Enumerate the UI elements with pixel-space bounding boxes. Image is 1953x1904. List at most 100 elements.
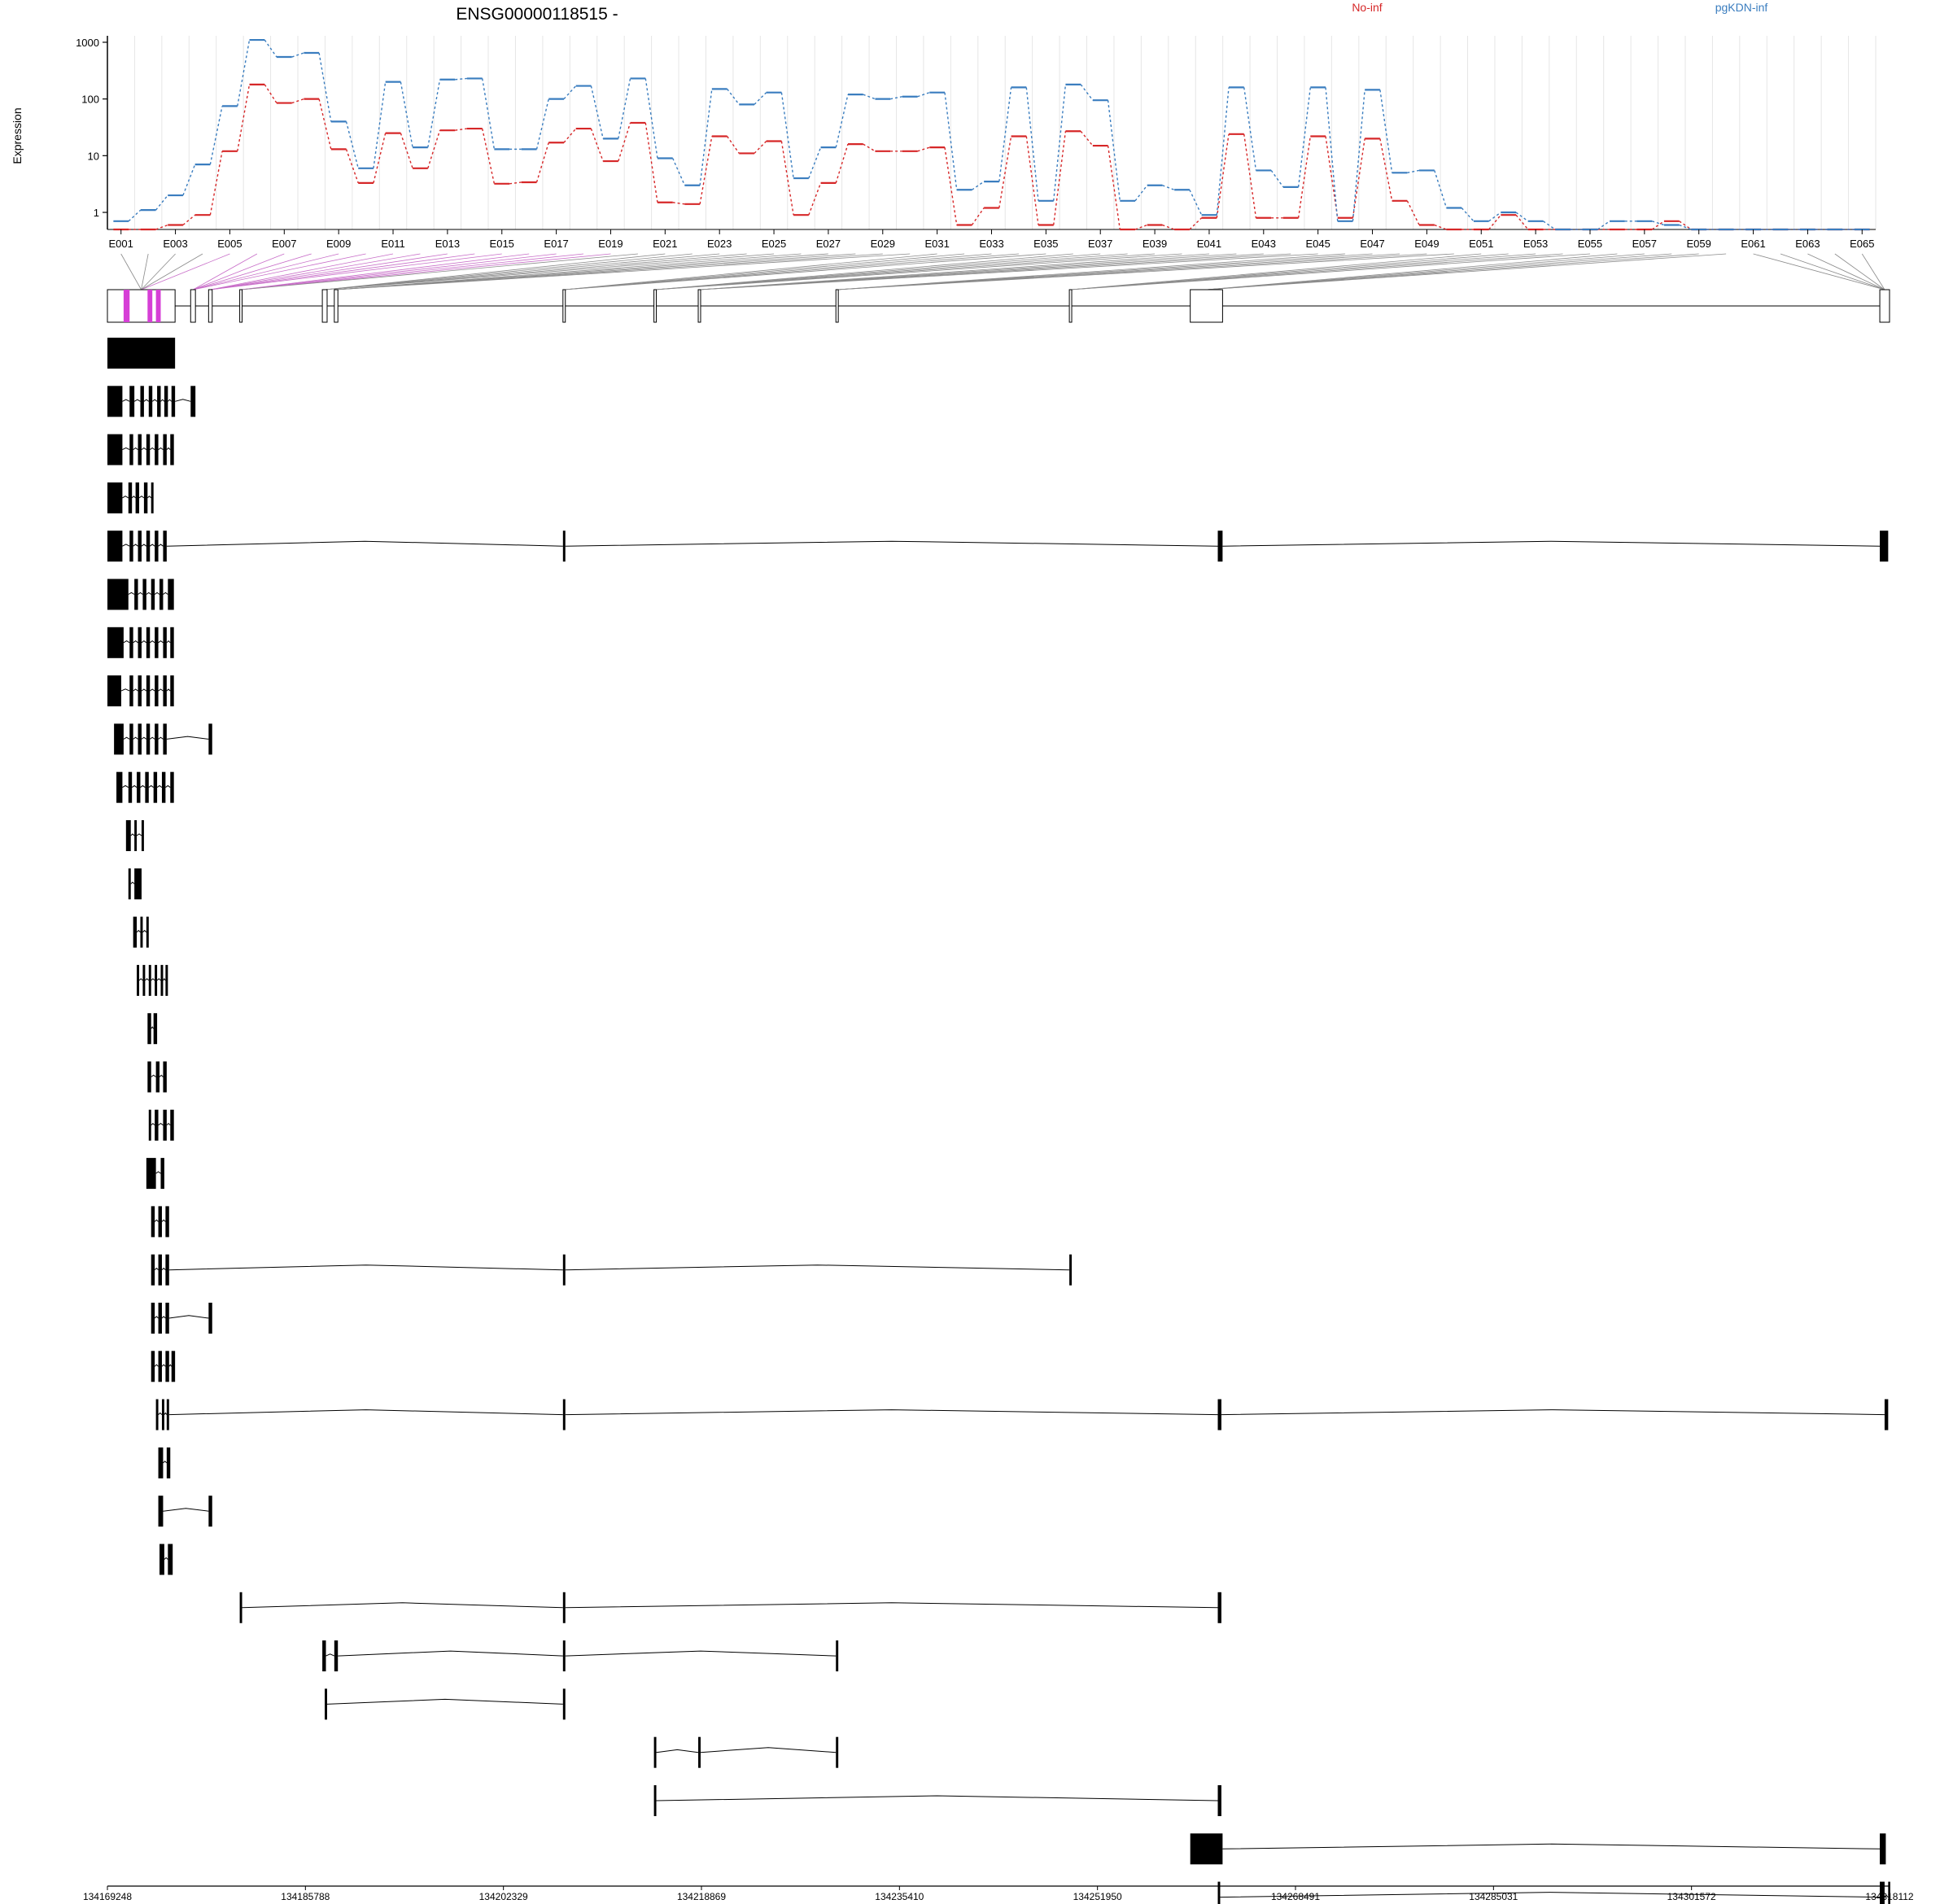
exon-connector — [837, 253, 1454, 290]
transcript-intron — [163, 1461, 168, 1464]
transcript-exon — [158, 1206, 162, 1238]
transcript-exon — [562, 1688, 566, 1720]
transcript-exon — [133, 916, 138, 948]
transcript-exon — [1880, 531, 1889, 562]
transcript-row — [107, 531, 1889, 562]
series-connector — [1679, 224, 1692, 230]
transcript-exon — [190, 386, 196, 417]
exon-connector — [1070, 253, 1482, 290]
exon-tick-label: E003 — [163, 238, 187, 250]
transcript-intron — [156, 978, 161, 981]
series-pgKDN-inf — [113, 38, 1870, 231]
series-connector — [400, 81, 413, 148]
transcript-exon — [151, 1303, 155, 1334]
exon-tick-label: E013 — [435, 238, 460, 250]
transcript-intron — [148, 784, 154, 788]
transcript-exon — [129, 386, 135, 417]
transcript-exon — [208, 1496, 212, 1527]
transcript-row — [133, 916, 149, 948]
exon-connector — [1206, 253, 1672, 290]
transcript-exon — [165, 1206, 169, 1238]
transcript-intron — [168, 1315, 209, 1319]
transcript-exon — [155, 1109, 159, 1141]
exon-connector — [564, 253, 965, 290]
transcript-exon — [239, 1592, 242, 1623]
gene-exon — [653, 289, 658, 323]
transcript-intron — [130, 833, 135, 836]
transcript-row — [107, 338, 176, 369]
transcript-intron — [166, 1122, 171, 1126]
series-connector — [835, 143, 849, 184]
transcript-exon — [562, 1640, 566, 1672]
exon-tick-label: E005 — [217, 238, 242, 250]
series-connector — [318, 52, 332, 122]
transcript-row — [1190, 1833, 1886, 1865]
gene-exon — [1068, 289, 1073, 323]
transcript-exon — [142, 964, 146, 996]
y-axis-title: Expression — [11, 107, 24, 164]
exon-connector — [210, 253, 448, 290]
transcript-intron — [128, 592, 135, 595]
genomic-axis: 134169248 134185788 134202329 134218869 1342… — [83, 1885, 1914, 1902]
genomic-tick-label: 134218869 — [677, 1891, 726, 1902]
transcript-row — [116, 771, 174, 803]
transcript-intron — [166, 447, 171, 450]
series-connector — [1107, 145, 1121, 230]
transcript-exon — [146, 675, 151, 707]
transcript-intron — [159, 1074, 164, 1077]
transcript-row — [107, 627, 174, 658]
exon-tick-label: E001 — [109, 238, 133, 250]
transcript-intron — [122, 544, 130, 547]
genomic-tick-label: 134268491 — [1271, 1891, 1320, 1902]
series-connector — [1679, 221, 1692, 230]
series-connector — [155, 194, 168, 211]
exon-tick-label: E059 — [1687, 238, 1711, 250]
transcript-intron — [151, 399, 158, 402]
series-connector — [1025, 87, 1039, 201]
exon-connector — [655, 253, 1182, 290]
series-connector — [1597, 221, 1610, 230]
series-connector — [400, 133, 413, 169]
series-connector — [1488, 214, 1501, 230]
exon-connector — [193, 253, 312, 290]
genomic-tick-label: 134169248 — [83, 1891, 132, 1902]
exon-connector — [699, 253, 1318, 290]
genomic-tick-label: 134202329 — [479, 1891, 528, 1902]
series-connector — [1434, 224, 1447, 230]
exon-connector — [210, 253, 475, 290]
transcript-exon — [129, 627, 133, 658]
series-connector — [535, 142, 549, 183]
transcript-intron — [161, 1267, 166, 1271]
transcript-exon — [166, 1399, 169, 1430]
transcript-exon — [146, 916, 149, 948]
transcript-intron — [141, 640, 147, 644]
transcript-intron — [133, 399, 141, 402]
exon-connector — [193, 253, 339, 290]
transcript-intron — [130, 881, 135, 884]
exon-connector — [1206, 253, 1618, 290]
transcript-intron — [133, 544, 138, 547]
transcript-exon — [151, 579, 155, 610]
transcript-intron — [166, 540, 563, 547]
exon-connector — [564, 253, 1046, 290]
series-connector — [1297, 136, 1312, 218]
transcript-exon — [142, 579, 146, 610]
transcript-intron — [565, 1409, 1218, 1416]
legend-pgkdn-inf: pgKDN-inf — [1715, 1, 1768, 14]
series-connector — [535, 98, 549, 150]
series-connector — [672, 202, 685, 205]
transcript-intron — [123, 640, 130, 644]
transcript-intron — [141, 736, 147, 740]
series-connector — [1162, 185, 1175, 190]
transcript-row — [125, 820, 144, 851]
series-connector — [455, 128, 468, 131]
transcript-intron — [326, 1698, 563, 1705]
transcript-exon — [128, 482, 133, 513]
transcript-exon — [170, 434, 174, 465]
series-connector — [699, 89, 713, 186]
transcript-exon — [148, 964, 151, 996]
exon-connector — [241, 253, 638, 290]
series-connector — [237, 84, 251, 151]
series-connector — [237, 39, 251, 107]
transcript-intron — [154, 592, 160, 595]
